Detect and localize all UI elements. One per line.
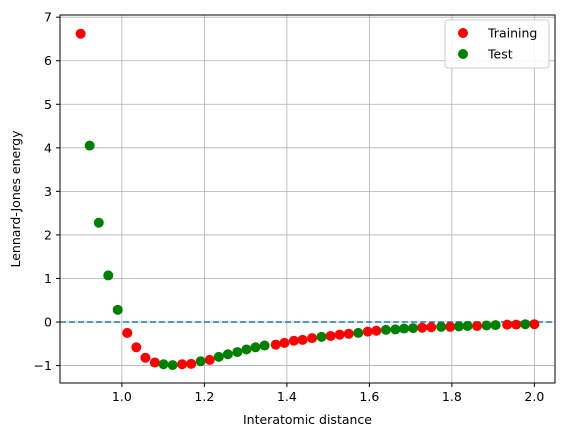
training-point xyxy=(445,321,456,332)
training-point xyxy=(325,330,336,341)
x-tick-label: 1.4 xyxy=(277,389,297,404)
data-points xyxy=(75,28,540,371)
axes-frame xyxy=(59,14,556,384)
y-tick-label: 7 xyxy=(44,10,52,25)
y-tick-label: 1 xyxy=(44,271,52,286)
y-tick-label: 0 xyxy=(44,315,52,330)
training-point xyxy=(177,359,188,370)
test-point xyxy=(112,304,123,315)
test-point xyxy=(399,323,410,334)
test-point xyxy=(380,324,391,335)
test-point xyxy=(259,340,270,351)
training-point xyxy=(279,337,290,348)
training-point xyxy=(529,319,540,330)
y-axis-label: Lennard-Jones energy xyxy=(8,130,23,268)
training-point xyxy=(186,358,197,369)
training-point xyxy=(288,335,299,346)
test-point xyxy=(213,351,224,362)
training-point xyxy=(426,322,437,333)
training-point xyxy=(122,327,133,338)
test-point xyxy=(453,321,464,332)
legend: Training Test xyxy=(444,19,550,69)
test-point xyxy=(353,327,364,338)
y-axis-ticks: −1 0 1 2 3 4 5 6 7 xyxy=(34,10,60,373)
test-point xyxy=(93,217,104,228)
test-point xyxy=(241,344,252,355)
test-point xyxy=(250,342,261,353)
training-point xyxy=(417,322,428,333)
training-point xyxy=(307,333,318,344)
training-point xyxy=(270,339,281,350)
x-tick-label: 1.0 xyxy=(112,389,132,404)
y-tick-label: 6 xyxy=(44,53,52,68)
test-point xyxy=(390,324,401,335)
test-point xyxy=(167,360,178,371)
training-point xyxy=(371,325,382,336)
legend-marker-test xyxy=(458,49,468,59)
legend-marker-training xyxy=(458,28,468,38)
x-tick-label: 1.8 xyxy=(442,389,462,404)
x-tick-label: 1.2 xyxy=(194,389,214,404)
plot-frame xyxy=(59,14,556,384)
training-point xyxy=(204,354,215,365)
training-point xyxy=(472,320,483,331)
training-point xyxy=(131,342,142,353)
test-point xyxy=(481,320,492,331)
y-tick-label: −1 xyxy=(34,358,52,373)
test-point xyxy=(520,319,531,330)
test-point xyxy=(158,359,169,370)
test-point xyxy=(84,140,95,151)
legend-box xyxy=(444,19,550,69)
y-tick-label: 4 xyxy=(44,140,52,155)
test-point xyxy=(490,320,501,331)
training-point xyxy=(511,319,522,330)
y-tick-label: 2 xyxy=(44,227,52,242)
legend-label-test: Test xyxy=(487,47,513,62)
x-tick-label: 2.0 xyxy=(524,389,544,404)
y-tick-label: 5 xyxy=(44,97,52,112)
training-point xyxy=(362,326,373,337)
training-point xyxy=(140,352,151,363)
training-point xyxy=(502,319,513,330)
x-tick-label: 1.6 xyxy=(359,389,379,404)
training-point xyxy=(334,329,345,340)
test-point xyxy=(195,356,206,367)
training-point xyxy=(297,334,308,345)
test-point xyxy=(232,347,243,358)
test-point xyxy=(316,331,327,342)
test-point xyxy=(408,323,419,334)
training-point xyxy=(149,357,160,368)
legend-label-training: Training xyxy=(487,26,537,41)
x-axis-ticks: 1.0 1.2 1.4 1.6 1.8 2.0 xyxy=(112,383,544,404)
test-point xyxy=(103,270,114,281)
test-point xyxy=(222,349,233,360)
training-point xyxy=(343,328,354,339)
x-axis-label: Interatomic distance xyxy=(243,412,372,427)
y-tick-label: 3 xyxy=(44,184,52,199)
training-point xyxy=(75,28,86,39)
test-point xyxy=(462,320,473,331)
test-point xyxy=(436,321,447,332)
